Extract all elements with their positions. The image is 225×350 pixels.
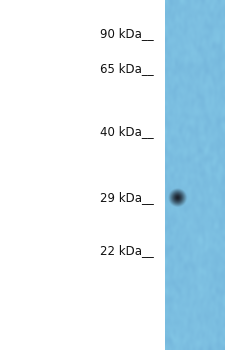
Text: 90 kDa__: 90 kDa__ (101, 27, 154, 40)
Text: 29 kDa__: 29 kDa__ (100, 191, 154, 204)
Text: 22 kDa__: 22 kDa__ (100, 244, 154, 257)
Text: 40 kDa__: 40 kDa__ (101, 125, 154, 138)
Text: 65 kDa__: 65 kDa__ (101, 62, 154, 75)
